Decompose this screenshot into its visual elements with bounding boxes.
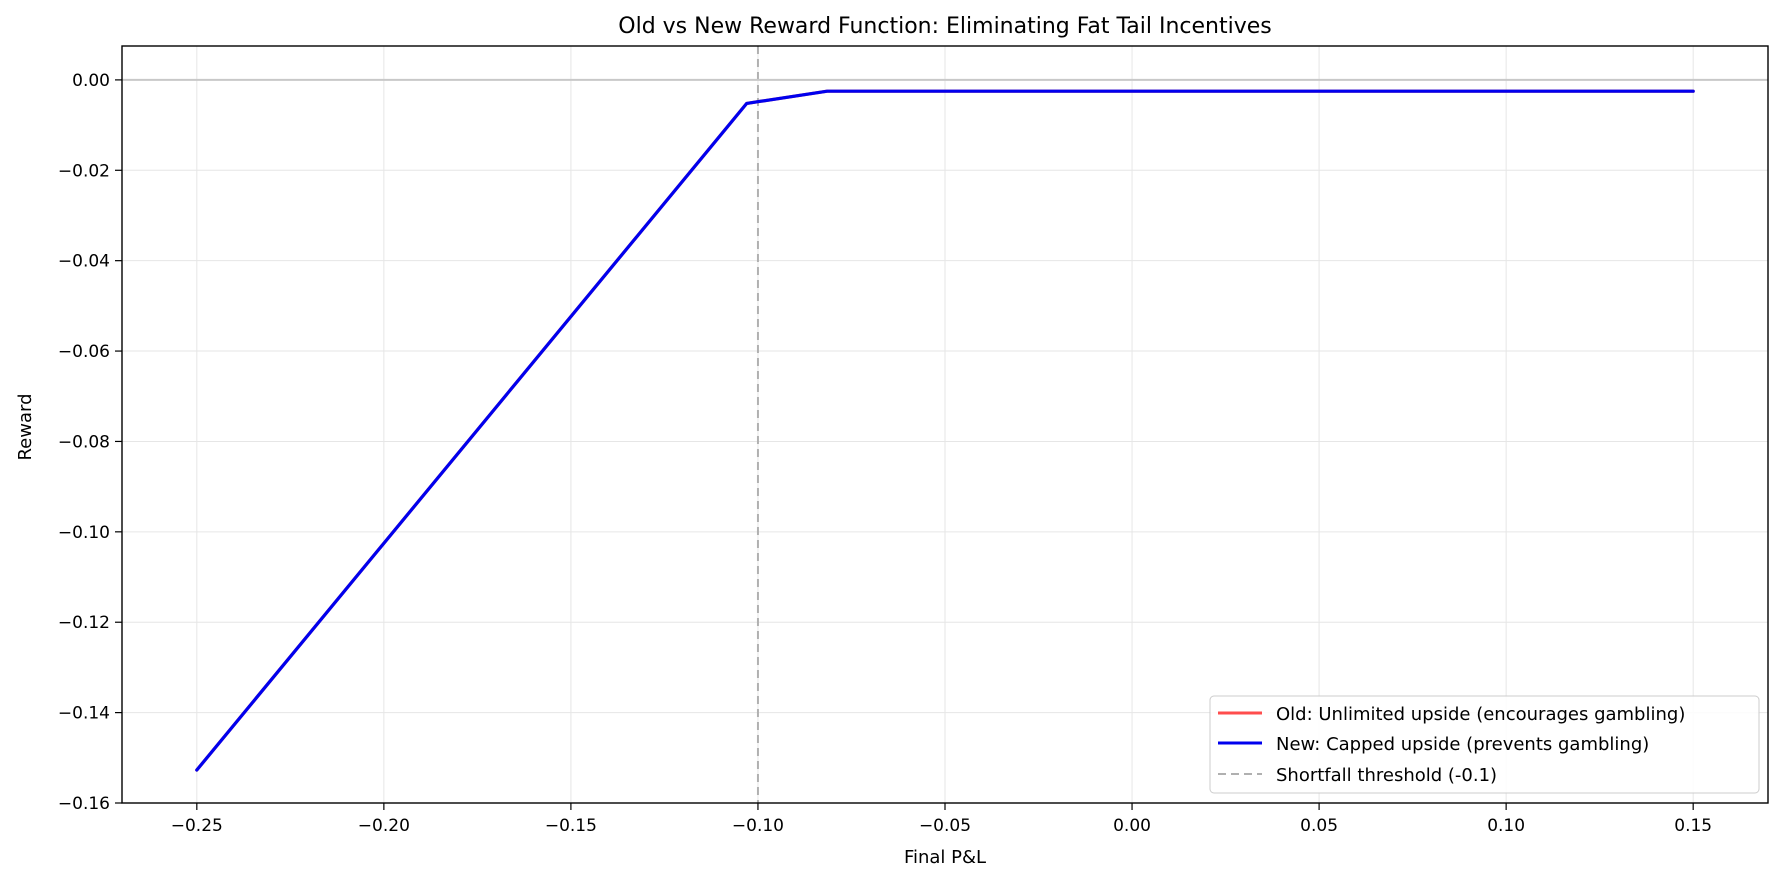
chart-title: Old vs New Reward Function: Eliminating … (618, 14, 1271, 39)
y-tick-label: −0.10 (58, 523, 110, 543)
x-tick-label: 0.00 (1113, 816, 1151, 836)
new-reward-line (195, 89, 1695, 772)
y-tick-label: −0.08 (58, 432, 110, 452)
x-tick-label: 0.10 (1487, 816, 1525, 836)
x-tick-label: −0.05 (919, 816, 971, 836)
y-axis-ticks: 0.00 −0.02 −0.04 −0.06 −0.08 −0.10 −0.12 −0.14 −… (58, 71, 122, 814)
x-tick-label: 0.15 (1674, 816, 1712, 836)
x-tick-label: −0.10 (732, 816, 784, 836)
legend-entry-old: Old: Unlimited upside (encourages gambli… (1276, 704, 1685, 725)
legend-entry-threshold: Shortfall threshold (-0.1) (1276, 765, 1497, 786)
x-axis-label: Final P&L (904, 847, 986, 868)
y-axis-label: Reward (15, 393, 36, 460)
y-tick-label: −0.02 (58, 161, 110, 181)
y-tick-label: 0.00 (72, 71, 110, 91)
legend: Old: Unlimited upside (encourages gambli… (1209, 695, 1760, 794)
x-tick-label: −0.20 (358, 816, 410, 836)
y-tick-label: −0.14 (58, 704, 110, 724)
x-tick-label: 0.05 (1300, 816, 1338, 836)
x-axis-ticks: −0.25 −0.20 −0.15 −0.10 −0.05 0.00 0.05 0.10 0.1… (171, 803, 1712, 836)
series-lines (195, 89, 1695, 772)
y-tick-label: −0.12 (58, 613, 110, 633)
x-tick-label: −0.15 (545, 816, 597, 836)
legend-box (1209, 695, 1760, 794)
y-tick-label: −0.06 (58, 342, 110, 362)
y-tick-label: −0.04 (58, 252, 110, 272)
legend-entry-new: New: Capped upside (prevents gambling) (1276, 734, 1649, 755)
reference-lines (122, 46, 1768, 803)
x-tick-label: −0.25 (171, 816, 223, 836)
y-tick-label: −0.16 (58, 794, 110, 814)
